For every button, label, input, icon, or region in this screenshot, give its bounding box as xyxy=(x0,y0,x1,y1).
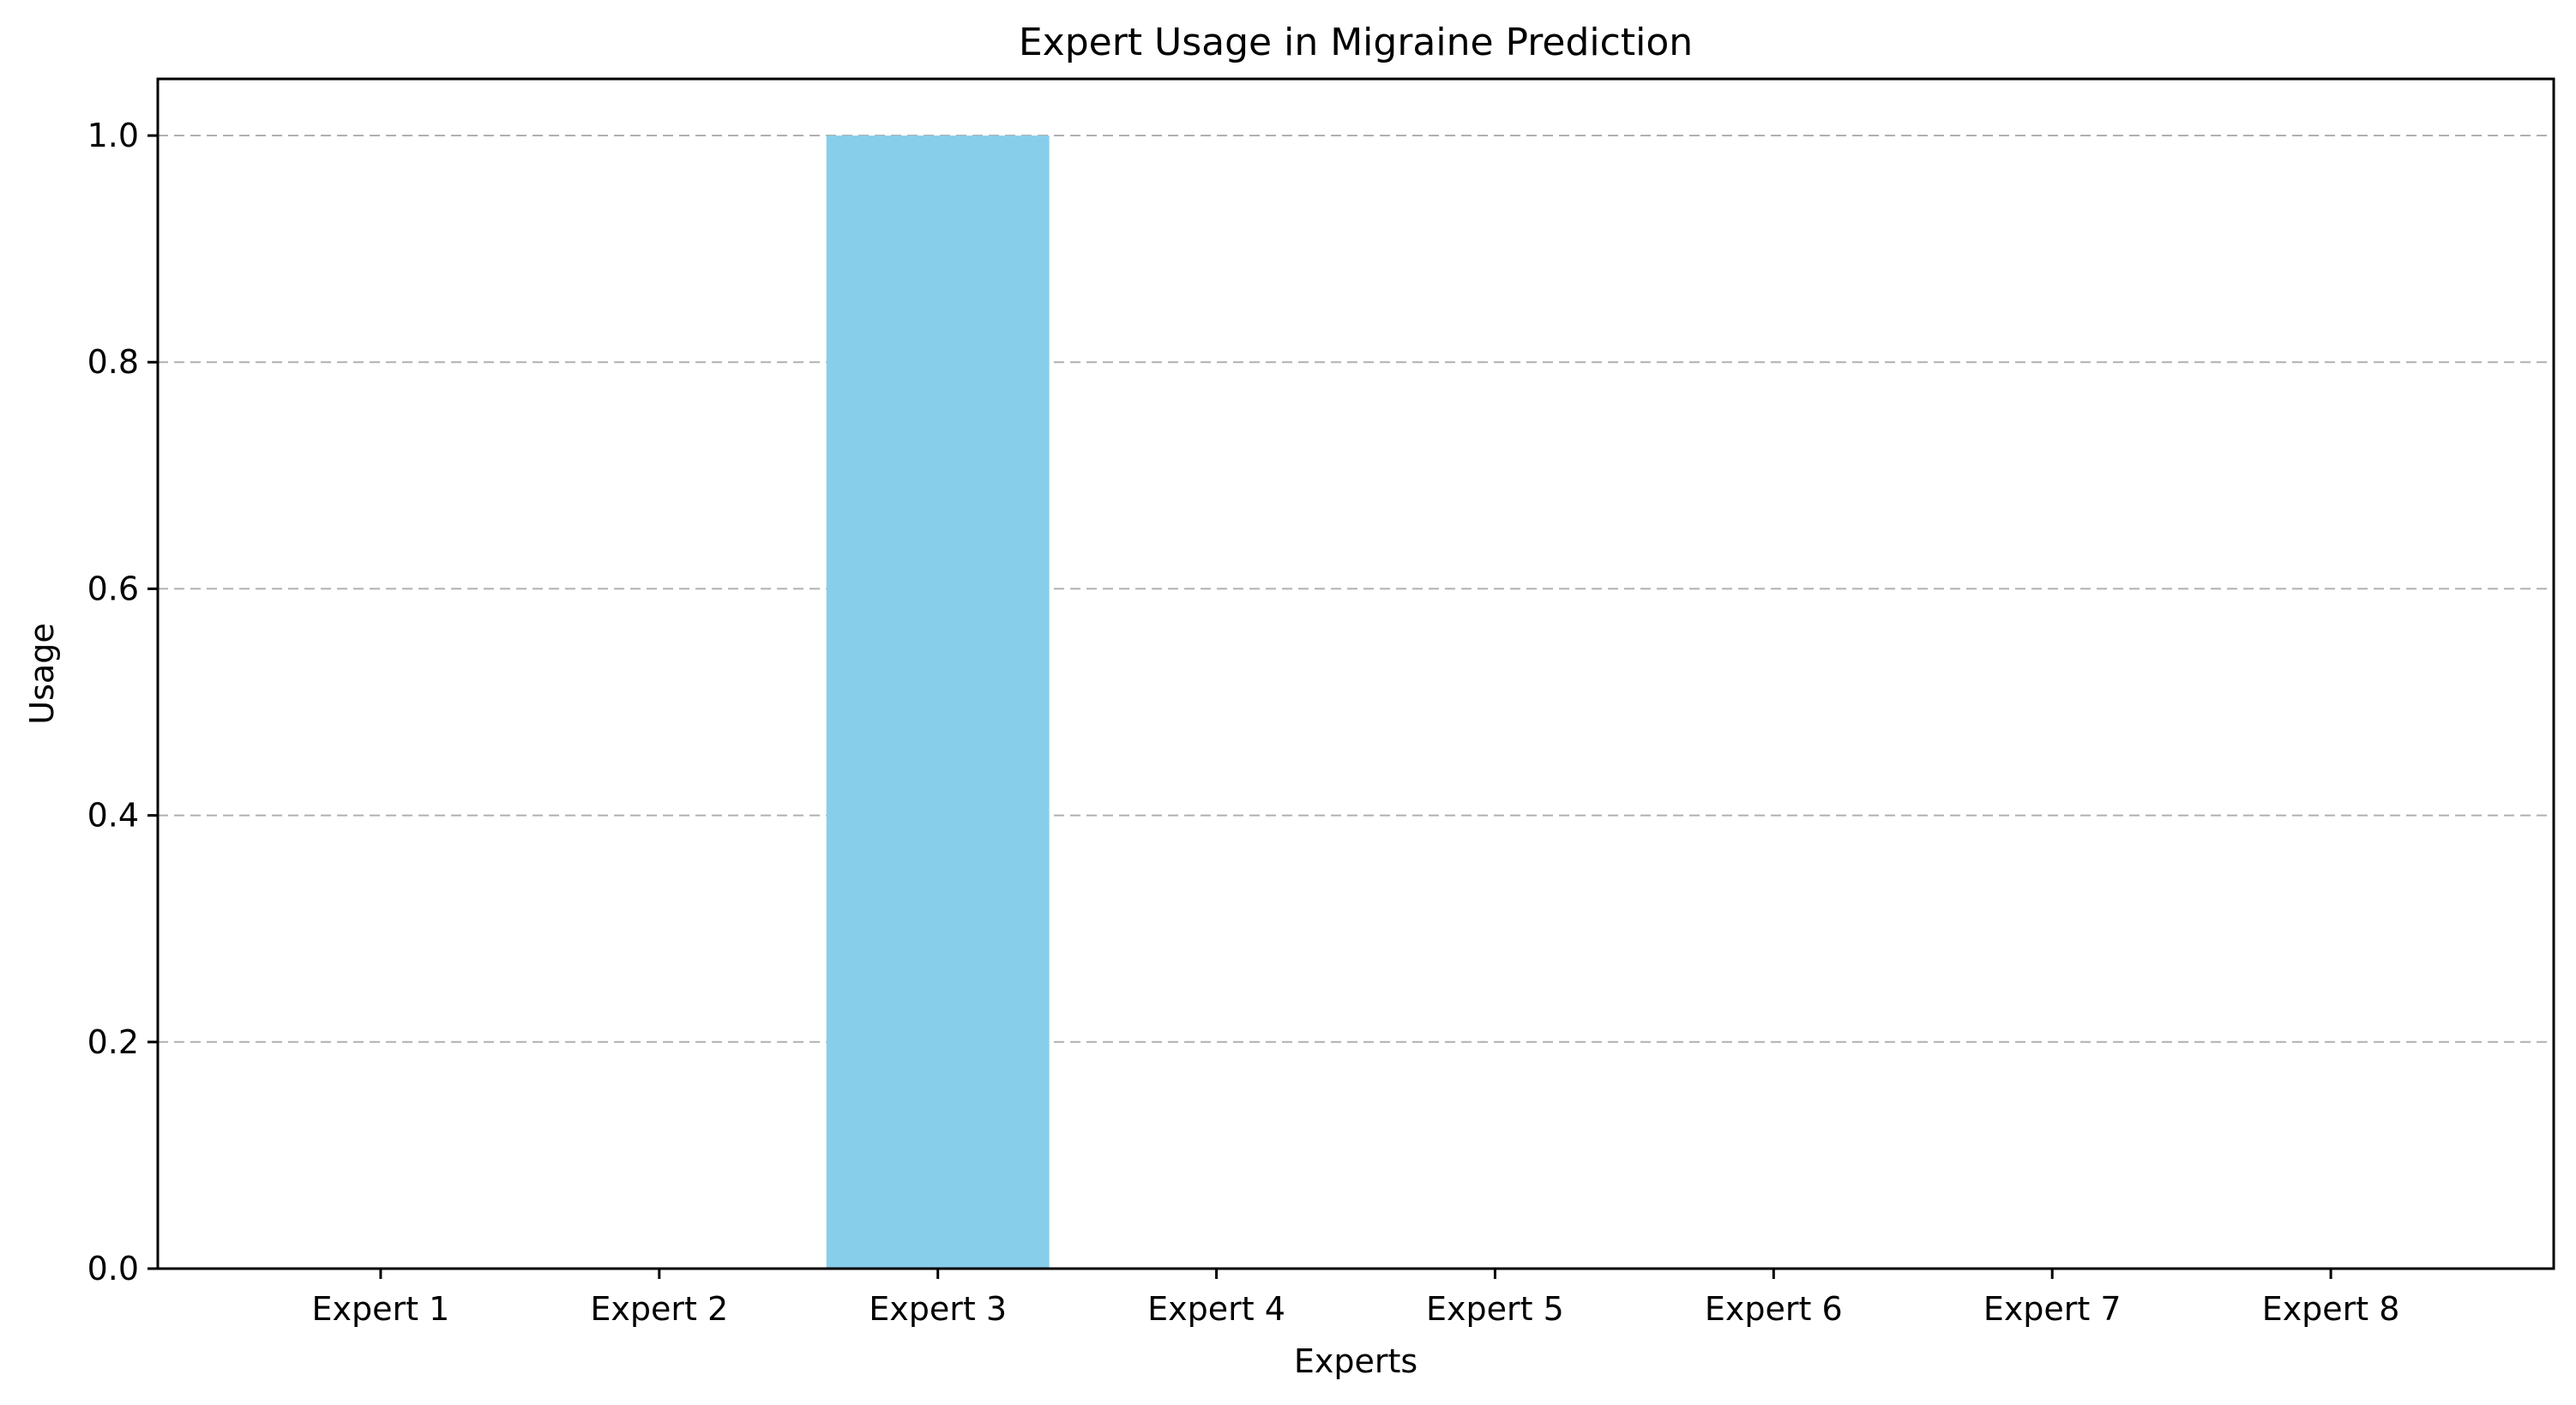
y-axis-ticks: 0.0 0.2 0.4 0.6 0.8 1.0 xyxy=(87,117,158,1287)
x-tick-label: Expert 2 xyxy=(590,1290,728,1328)
gridlines xyxy=(158,135,2554,1043)
x-axis-label: Experts xyxy=(1294,1342,1417,1380)
y-tick-label: 1.0 xyxy=(87,117,139,154)
plot-frame xyxy=(156,77,2555,1270)
x-tick-label: Expert 7 xyxy=(1983,1290,2122,1328)
x-tick-label: Expert 3 xyxy=(869,1290,1007,1328)
x-tick-label: Expert 1 xyxy=(312,1290,450,1328)
y-tick-label: 0.6 xyxy=(87,570,139,607)
x-tick-label: Expert 8 xyxy=(2262,1290,2400,1328)
y-axis-label: Usage xyxy=(23,623,61,724)
y-tick-label: 0.4 xyxy=(87,797,139,835)
y-tick-label: 0.8 xyxy=(87,343,139,381)
x-tick-label: Expert 5 xyxy=(1426,1290,1564,1328)
x-tick-label: Expert 4 xyxy=(1147,1290,1285,1328)
x-axis-ticks: Expert 1 Expert 2 Expert 3 Expert 4 Expert 5… xyxy=(312,1269,2400,1328)
bar-3 xyxy=(826,136,1050,1269)
y-tick-label: 0.0 xyxy=(87,1250,139,1287)
bars xyxy=(826,136,1050,1269)
chart-title: Expert Usage in Migraine Prediction xyxy=(1019,21,1693,64)
x-tick-label: Expert 6 xyxy=(1705,1290,1843,1328)
y-tick-label: 0.2 xyxy=(87,1023,139,1061)
